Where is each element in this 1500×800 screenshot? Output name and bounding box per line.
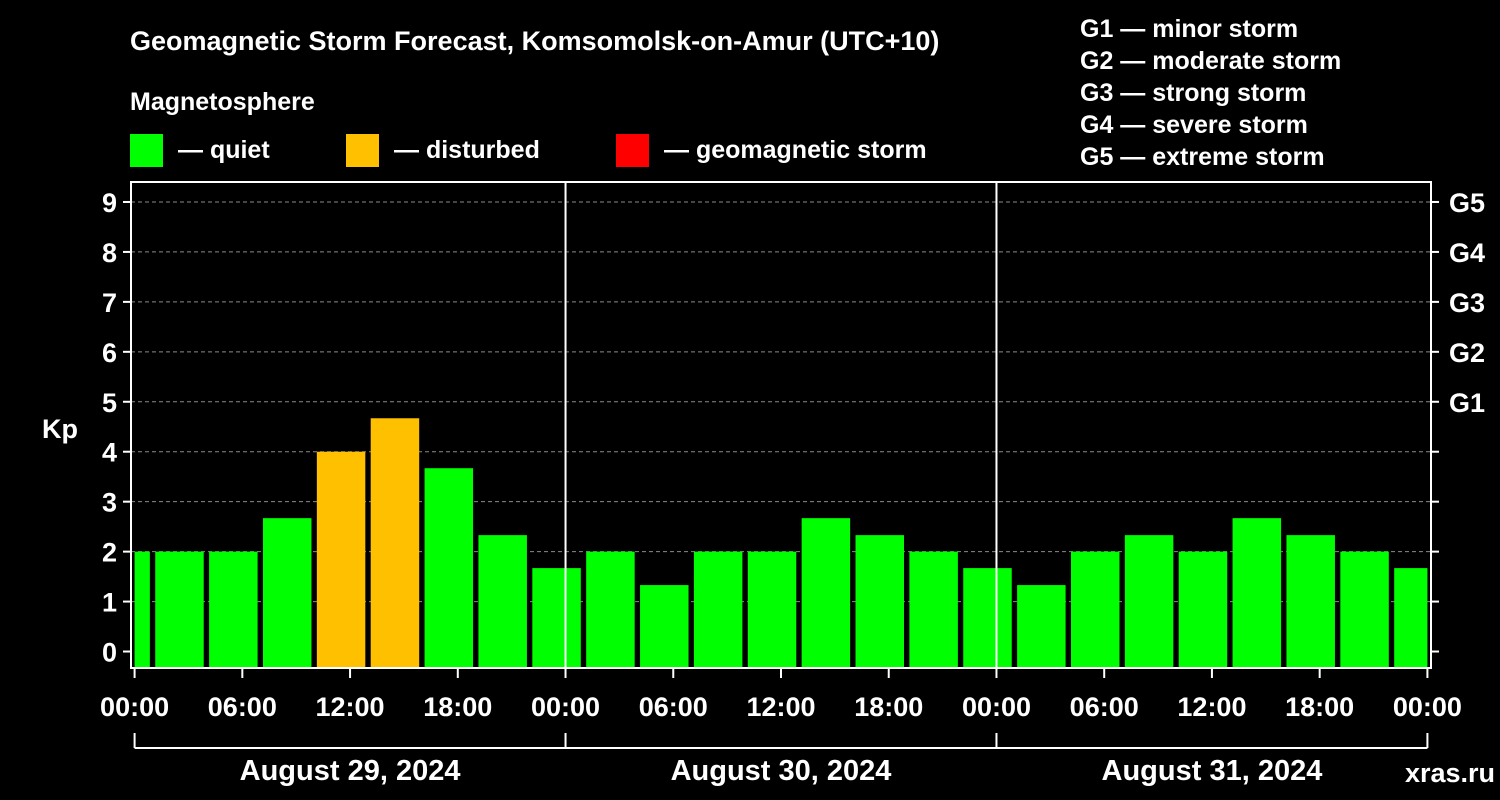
kp-bar <box>1232 518 1282 667</box>
x-tick-label: 18:00 <box>854 692 923 722</box>
x-tick-label: 12:00 <box>316 692 385 722</box>
x-tick-label: 12:00 <box>1177 692 1246 722</box>
date-label: August 29, 2024 <box>240 755 461 787</box>
date-label: August 31, 2024 <box>1102 755 1323 787</box>
kp-bar <box>747 551 797 667</box>
x-tick-label: 00:00 <box>100 692 169 722</box>
kp-bar <box>963 568 1012 667</box>
storm-scale-g5: G5 — extreme storm <box>1080 143 1325 171</box>
storm-level-label: G1 <box>1449 388 1485 418</box>
y-tick-label: 7 <box>102 288 117 318</box>
kp-bar <box>478 535 527 667</box>
kp-bar <box>1340 551 1389 667</box>
y-tick-label: 8 <box>102 238 117 268</box>
x-tick-label: 00:00 <box>531 692 600 722</box>
y-tick-label: 5 <box>102 388 117 418</box>
kp-bar <box>1124 535 1174 667</box>
date-label: August 30, 2024 <box>671 755 892 787</box>
kp-bar <box>155 551 204 667</box>
kp-bar <box>693 551 743 667</box>
x-tick-label: 18:00 <box>1285 692 1354 722</box>
kp-bar <box>134 551 150 667</box>
y-tick-label: 0 <box>102 638 117 668</box>
legend-label-storm: — geomagnetic storm <box>664 136 927 164</box>
kp-bar <box>316 451 366 667</box>
kp-bar <box>1017 585 1066 667</box>
y-tick-label: 1 <box>102 588 117 618</box>
legend-label-disturbed: — disturbed <box>394 136 540 164</box>
kp-bar <box>801 518 851 667</box>
storm-scale-g2: G2 — moderate storm <box>1080 47 1341 75</box>
storm-level-label: G5 <box>1449 188 1485 218</box>
watermark: xras.ru <box>1405 758 1495 788</box>
kp-bar <box>855 535 904 667</box>
y-tick-label: 9 <box>102 188 117 218</box>
storm-scale-g3: G3 — strong storm <box>1080 79 1306 107</box>
kp-bar <box>1070 551 1120 667</box>
y-tick-label: 4 <box>102 438 117 468</box>
y-tick-label: 3 <box>102 488 117 518</box>
kp-bar <box>1286 535 1335 667</box>
kp-bar <box>209 551 258 667</box>
legend-title: Magnetosphere <box>130 88 315 116</box>
storm-scale-g4: G4 — severe storm <box>1080 111 1308 139</box>
x-tick-label: 06:00 <box>639 692 708 722</box>
kp-bar <box>262 518 312 667</box>
kp-bar <box>640 585 689 667</box>
x-tick-label: 00:00 <box>1393 692 1462 722</box>
kp-bar <box>424 468 474 667</box>
x-tick-label: 06:00 <box>208 692 277 722</box>
storm-level-label: G4 <box>1449 238 1485 268</box>
x-tick-label: 18:00 <box>423 692 492 722</box>
kp-bar <box>532 568 581 667</box>
chart-title: Geomagnetic Storm Forecast, Komsomolsk-o… <box>130 26 939 56</box>
y-tick-label: 2 <box>102 538 117 568</box>
storm-level-label: G3 <box>1449 288 1485 318</box>
storm-scale-g1: G1 — minor storm <box>1080 15 1298 43</box>
x-tick-label: 12:00 <box>746 692 815 722</box>
y-axis-label: Kp <box>42 414 78 444</box>
x-tick-label: 00:00 <box>962 692 1031 722</box>
y-tick-label: 6 <box>102 338 117 368</box>
storm-level-label: G2 <box>1449 338 1485 368</box>
kp-bar <box>909 551 958 667</box>
kp-bar <box>370 418 420 667</box>
kp-bar <box>1178 551 1228 667</box>
legend-label-quiet: — quiet <box>178 136 270 164</box>
legend-swatch-storm <box>616 134 649 167</box>
legend-swatch-disturbed <box>346 134 379 167</box>
legend-swatch-quiet <box>130 134 163 167</box>
x-tick-label: 06:00 <box>1070 692 1139 722</box>
kp-bar <box>1394 568 1428 667</box>
kp-bar <box>586 551 635 667</box>
